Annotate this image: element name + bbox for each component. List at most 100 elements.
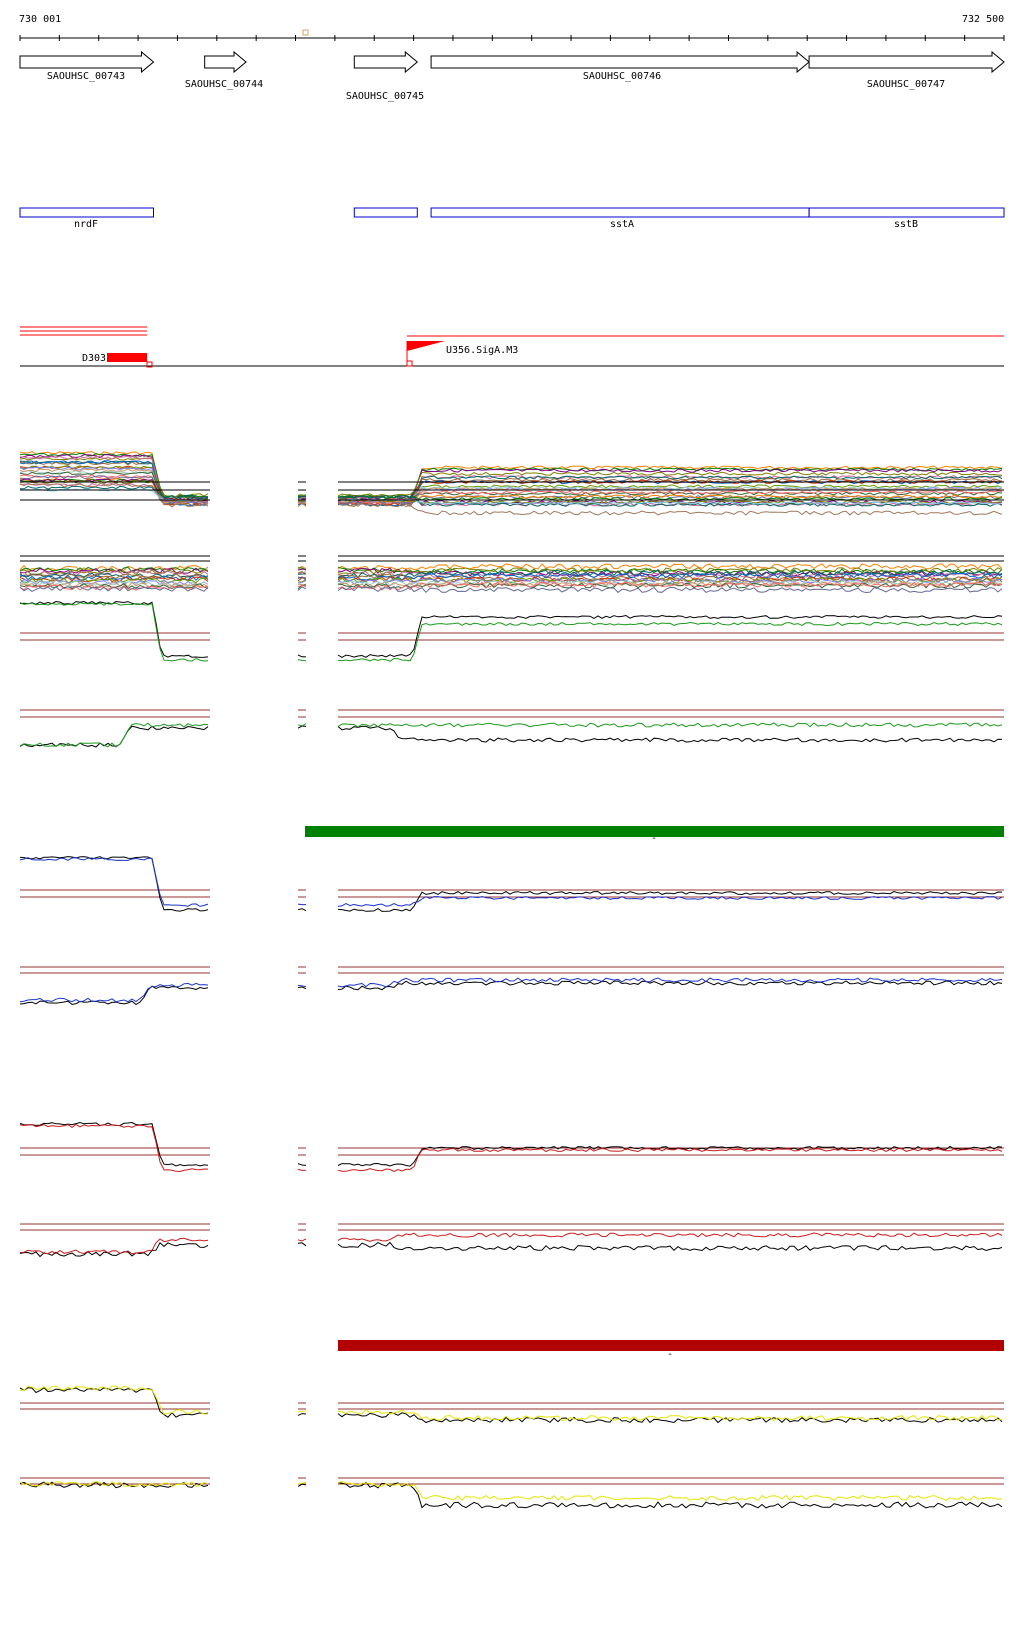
signal-trace xyxy=(297,1168,307,1171)
promoter-track xyxy=(20,326,1004,368)
multi-condition-signal-line xyxy=(337,567,1003,575)
promoter-label[interactable]: U356.SigA.M3 xyxy=(446,345,519,356)
gene-arrow xyxy=(430,50,810,74)
multi-condition-signal-line xyxy=(297,502,307,507)
multi-condition-signal-line xyxy=(297,583,307,587)
signal-trace xyxy=(297,1410,307,1413)
gene-track xyxy=(19,50,1005,74)
multi-condition-signal-line xyxy=(337,581,1002,591)
annotation-box xyxy=(353,207,418,218)
multi-condition-signal-line xyxy=(19,564,209,572)
signal-trace xyxy=(20,1385,209,1415)
signal-trace xyxy=(19,856,209,912)
multi-condition-signal-line xyxy=(297,576,307,582)
gene-arrow xyxy=(808,50,1005,74)
gene-arrow xyxy=(353,50,419,74)
multi-condition-signal-line xyxy=(337,494,1003,507)
multi-condition-signal-line xyxy=(19,577,209,584)
coordinate-ruler xyxy=(19,29,1005,41)
multi-condition-signal-line xyxy=(337,491,1003,499)
signal-trace xyxy=(19,1481,209,1487)
condition-bar-red xyxy=(338,1340,1004,1351)
multi-condition-signal-line xyxy=(337,468,1003,500)
multi-condition-signal-line xyxy=(19,478,209,502)
gene-label[interactable]: SAOUHSC_00744 xyxy=(184,79,264,90)
signal-trace xyxy=(337,722,1003,728)
signal-trace xyxy=(19,1242,209,1258)
signal-trace xyxy=(297,1163,307,1166)
multi-condition-signal-line xyxy=(337,563,1003,571)
multi-condition-signal-line xyxy=(337,502,1003,516)
signal-trace xyxy=(297,1483,307,1487)
annotation-label[interactable]: nrdF xyxy=(73,219,99,230)
condition-bar-label: - xyxy=(650,833,658,844)
signal-trace xyxy=(297,908,307,912)
signal-trace xyxy=(19,1237,209,1255)
promoter-label[interactable]: D303 xyxy=(82,353,107,364)
signal-trace xyxy=(297,1481,307,1485)
multi-condition-signal-line xyxy=(19,475,209,504)
signal-trace xyxy=(337,1145,1003,1167)
multi-condition-signal-line xyxy=(297,576,307,581)
signal-trace xyxy=(337,621,1003,662)
gene-label[interactable]: SAOUHSC_00743 xyxy=(46,71,126,82)
signal-trace xyxy=(297,986,307,990)
annotation-label[interactable]: sstA xyxy=(609,219,635,230)
multi-condition-signal-line xyxy=(337,477,1003,507)
end-coordinate-label: 732 500 xyxy=(962,14,1005,25)
signal-trace xyxy=(19,601,209,662)
signal-trace xyxy=(297,984,307,988)
gene-label[interactable]: SAOUHSC_00745 xyxy=(345,91,425,102)
multi-condition-signal-line xyxy=(337,465,1003,503)
signal-trace xyxy=(337,1408,1003,1422)
multi-condition-signal-line xyxy=(337,471,1003,497)
signal-trace xyxy=(337,614,1003,658)
multi-condition-signal-line xyxy=(19,573,209,580)
multi-condition-signal-line xyxy=(337,494,1003,502)
multi-condition-signal-line xyxy=(297,571,307,575)
multi-condition-signal-line xyxy=(19,580,209,587)
signal-trace xyxy=(337,1481,1003,1509)
multi-condition-signal-line xyxy=(19,585,209,592)
signal-trace xyxy=(297,903,306,906)
gene-arrow xyxy=(19,50,155,74)
condition-bar-green xyxy=(305,826,1004,837)
multi-condition-signal-line xyxy=(337,467,1003,498)
promoter-marker xyxy=(406,360,413,367)
multi-condition-signal-line xyxy=(337,490,1003,504)
signal-trace xyxy=(19,1121,209,1167)
signal-trace xyxy=(297,1413,307,1416)
condition-bar-label: - xyxy=(666,1349,674,1360)
signal-trace xyxy=(337,1147,1003,1173)
gene-label[interactable]: SAOUHSC_00747 xyxy=(866,79,946,90)
multi-condition-signal-line xyxy=(337,498,1003,505)
multi-condition-signal-line xyxy=(19,466,209,505)
gene-label[interactable]: SAOUHSC_00746 xyxy=(582,71,662,82)
signal-trace xyxy=(297,1242,307,1247)
signal-trace xyxy=(19,725,209,748)
multi-condition-signal-line xyxy=(297,584,307,588)
multi-condition-signal-line xyxy=(337,572,1003,581)
multi-condition-signal-line xyxy=(337,486,1003,504)
ruler-marker xyxy=(302,29,309,36)
signal-trace xyxy=(337,1412,1003,1424)
multi-condition-signal-line xyxy=(297,568,307,571)
multi-condition-signal-line xyxy=(19,574,209,581)
signal-trace xyxy=(19,982,209,1003)
annotation-track xyxy=(19,207,1005,218)
signal-trace xyxy=(19,722,209,748)
start-coordinate-label: 730 001 xyxy=(19,14,62,25)
promoter-block-forward xyxy=(407,341,445,351)
signal-trace xyxy=(337,890,1003,912)
multi-condition-signal-line xyxy=(19,452,209,498)
annotation-label[interactable]: sstB xyxy=(893,219,919,230)
signal-trace xyxy=(297,654,307,658)
multi-condition-signal-line xyxy=(297,586,307,591)
signal-trace xyxy=(19,985,209,1006)
multi-condition-signal-line xyxy=(337,498,1003,505)
multi-condition-signal-line xyxy=(337,479,1003,506)
signal-trace xyxy=(19,600,209,658)
annotation-box xyxy=(430,207,810,218)
signal-trace xyxy=(19,1123,209,1173)
